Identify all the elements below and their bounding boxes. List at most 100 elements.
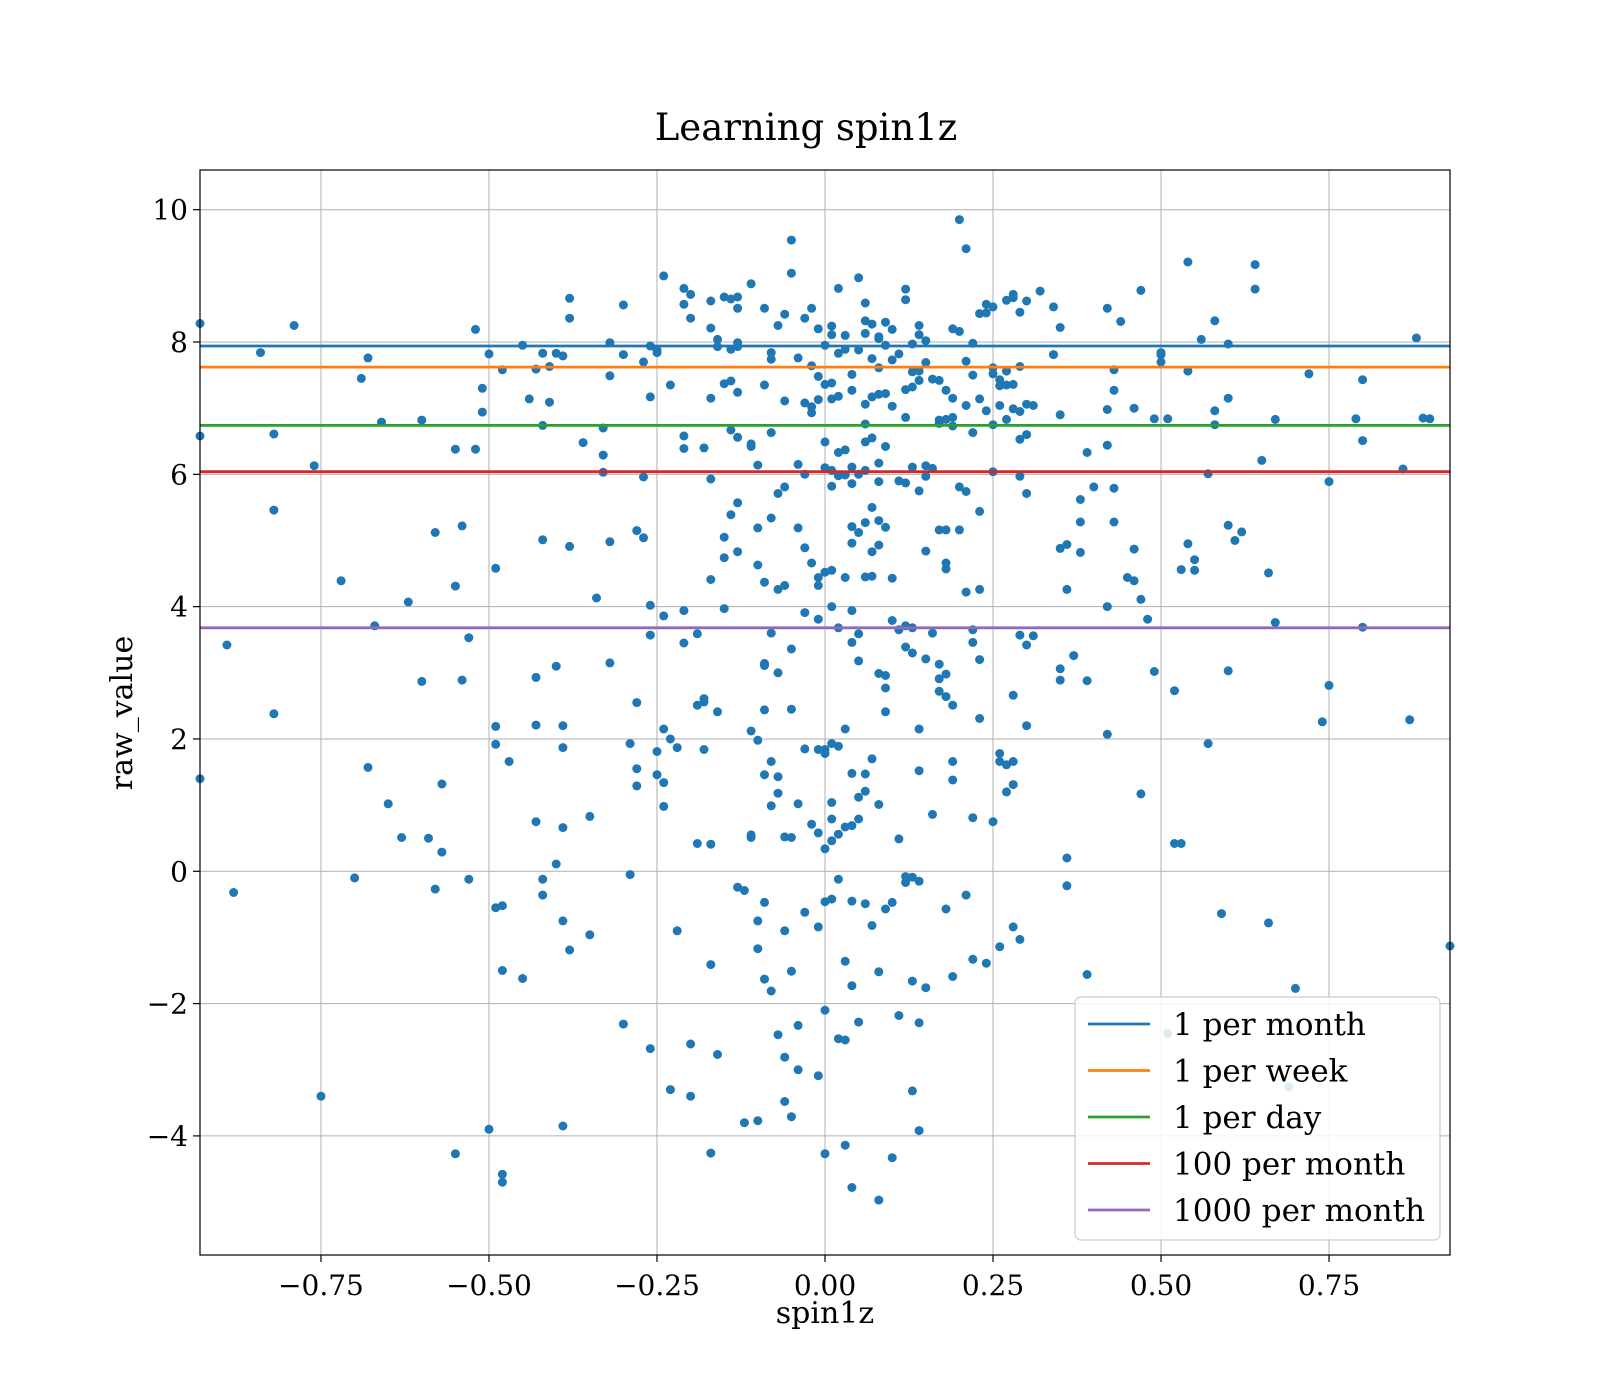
- scatter-point: [1062, 540, 1072, 549]
- scatter-point: [430, 884, 440, 894]
- scatter-point: [746, 726, 756, 736]
- scatter-point: [1176, 839, 1186, 848]
- scatter-point: [672, 743, 682, 753]
- scatter-point: [961, 356, 971, 366]
- scatter-point: [1002, 414, 1011, 424]
- scatter-point: [874, 800, 884, 809]
- scatter-point: [753, 1116, 763, 1126]
- scatter-point: [786, 268, 796, 278]
- scatter-point: [1136, 594, 1146, 604]
- legend-label: 1 per week: [1173, 1054, 1348, 1090]
- scatter-point: [820, 749, 830, 758]
- scatter-point: [659, 801, 669, 811]
- scatter-point: [813, 1071, 823, 1081]
- scatter-point: [813, 745, 823, 754]
- scatter-point: [565, 541, 575, 551]
- y-tick-label: 0: [170, 855, 188, 888]
- scatter-point: [780, 1052, 790, 1062]
- scatter-point: [659, 271, 669, 281]
- scatter-point: [1183, 539, 1193, 549]
- scatter-point: [538, 890, 548, 900]
- scatter-point: [867, 392, 877, 402]
- scatter-point: [860, 298, 870, 308]
- scatter-point: [921, 358, 931, 367]
- scatter-point: [625, 870, 635, 880]
- scatter-point: [1358, 436, 1368, 446]
- x-tick-label: 0.25: [962, 1269, 1024, 1302]
- scatter-point: [847, 479, 857, 489]
- scatter-point: [618, 1019, 628, 1029]
- scatter-point: [1203, 739, 1213, 749]
- scatter-point: [780, 482, 790, 492]
- scatter-point: [827, 798, 837, 807]
- scatter-point: [793, 523, 803, 533]
- scatter-point: [954, 326, 964, 336]
- scatter-point: [1089, 482, 1099, 492]
- scatter-point: [854, 629, 864, 639]
- scatter-point: [874, 540, 884, 550]
- scatter-point: [753, 560, 763, 570]
- scatter-point: [1008, 922, 1018, 932]
- scatter-point: [1075, 517, 1085, 527]
- scatter-point: [975, 394, 985, 404]
- scatter-point: [867, 433, 877, 443]
- scatter-point: [733, 303, 743, 313]
- scatter-point: [1028, 631, 1038, 641]
- scatter-point: [827, 836, 837, 846]
- scatter-point: [860, 518, 870, 528]
- scatter-point: [1022, 721, 1032, 731]
- scatter-point: [746, 279, 756, 289]
- scatter-point: [269, 709, 279, 719]
- scatter-point: [753, 523, 763, 533]
- scatter-point: [833, 741, 843, 751]
- scatter-point: [773, 772, 783, 782]
- scatter-point: [780, 309, 790, 319]
- scatter-point: [497, 966, 507, 975]
- scatter-point: [679, 606, 689, 616]
- scatter-point: [1237, 527, 1247, 537]
- scatter-point: [995, 401, 1005, 410]
- scatter-point: [679, 283, 689, 293]
- y-axis-ticks: −4 −2 0 2 4 6 8 10: [147, 194, 200, 1153]
- scatter-point: [881, 389, 890, 399]
- scatter-point: [907, 976, 917, 986]
- scatter-point: [558, 351, 568, 361]
- scatter-point: [1109, 517, 1119, 527]
- scatter-point: [632, 781, 642, 791]
- scatter-point: [766, 801, 776, 811]
- scatter-point: [397, 833, 407, 842]
- scatter-point: [773, 668, 783, 678]
- scatter-point: [679, 638, 689, 648]
- scatter-point: [800, 907, 810, 917]
- scatter-point: [639, 357, 648, 367]
- scatter-point: [988, 817, 998, 827]
- scatter-point: [706, 1148, 716, 1158]
- scatter-point: [948, 775, 958, 785]
- scatter-point: [780, 926, 790, 936]
- scatter-point: [645, 600, 655, 610]
- scatter-point: [968, 954, 978, 964]
- scatter-point: [457, 675, 467, 685]
- scatter-point: [719, 532, 729, 542]
- scatter-point: [827, 894, 837, 904]
- scatter-point: [538, 535, 548, 545]
- legend-label: 1 per month: [1173, 1007, 1366, 1043]
- scatter-point: [941, 669, 951, 679]
- scatter-point: [854, 814, 864, 824]
- scatter-point: [854, 792, 864, 802]
- y-axis-label: raw_value: [105, 636, 140, 790]
- scatter-point: [961, 401, 971, 410]
- scatter-point: [1257, 455, 1267, 465]
- scatter-point: [1102, 440, 1112, 450]
- scatter-point: [1062, 881, 1072, 891]
- scatter-point: [713, 334, 722, 344]
- scatter-point: [1028, 401, 1038, 410]
- scatter-point: [1082, 448, 1092, 457]
- scatter-point: [921, 471, 931, 481]
- scatter-point: [1425, 414, 1435, 424]
- scatter-point: [417, 415, 427, 425]
- scatter-point: [914, 1018, 924, 1028]
- scatter-point: [887, 324, 897, 334]
- scatter-point: [881, 904, 890, 914]
- scatter-point: [881, 317, 890, 327]
